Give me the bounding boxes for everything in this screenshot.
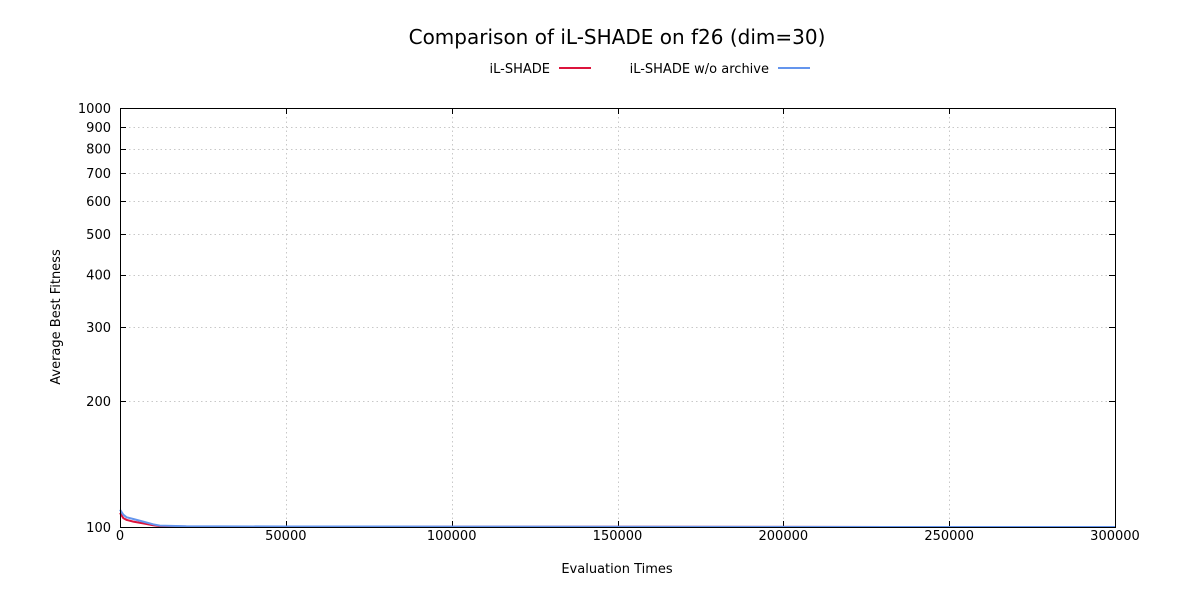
x-tick-label: 300000	[1090, 529, 1140, 544]
series-line-il-shade	[119, 512, 1115, 528]
x-tick-label: 0	[116, 529, 124, 544]
series-line-il-shade-w-o-archive	[119, 509, 1115, 528]
legend: iL-SHADE iL-SHADE w/o archive	[490, 62, 810, 77]
y-tick-label: 400	[86, 269, 111, 284]
x-tick-label: 50000	[265, 529, 306, 544]
y-tick-label: 300	[86, 321, 111, 336]
series-lines	[119, 509, 1115, 528]
y-tick-label: 800	[86, 143, 111, 158]
legend-label-il-shade-wo-archive: iL-SHADE w/o archive	[630, 62, 769, 77]
x-tick-label: 150000	[593, 529, 643, 544]
plot-frame	[120, 108, 1116, 528]
y-tick-label: 100	[86, 521, 111, 536]
x-tick-label: 250000	[924, 529, 974, 544]
x-tick-label: 100000	[427, 529, 477, 544]
y-tick-label: 600	[86, 195, 111, 210]
chart-title: Comparison of iL-SHADE on f26 (dim=30)	[409, 25, 826, 49]
y-tick-label: 1000	[78, 102, 111, 117]
x-axis-label: Evaluation Times	[561, 562, 673, 577]
x-tick-labels: 0 50000 100000 150000 200000 250000 300000	[116, 529, 1140, 544]
y-tick-label: 700	[86, 167, 111, 182]
y-tick-label: 200	[86, 395, 111, 410]
axis-ticks	[120, 108, 1116, 528]
legend-label-il-shade: iL-SHADE	[490, 62, 550, 77]
gridlines	[120, 108, 1115, 527]
y-tick-label: 500	[86, 228, 111, 243]
y-tick-label: 900	[86, 121, 111, 136]
y-axis-label: Average Best Fitness	[49, 249, 64, 385]
y-tick-labels: 100 200 300 400 500 600 700 800 900 1000	[78, 102, 111, 536]
x-tick-label: 200000	[759, 529, 809, 544]
